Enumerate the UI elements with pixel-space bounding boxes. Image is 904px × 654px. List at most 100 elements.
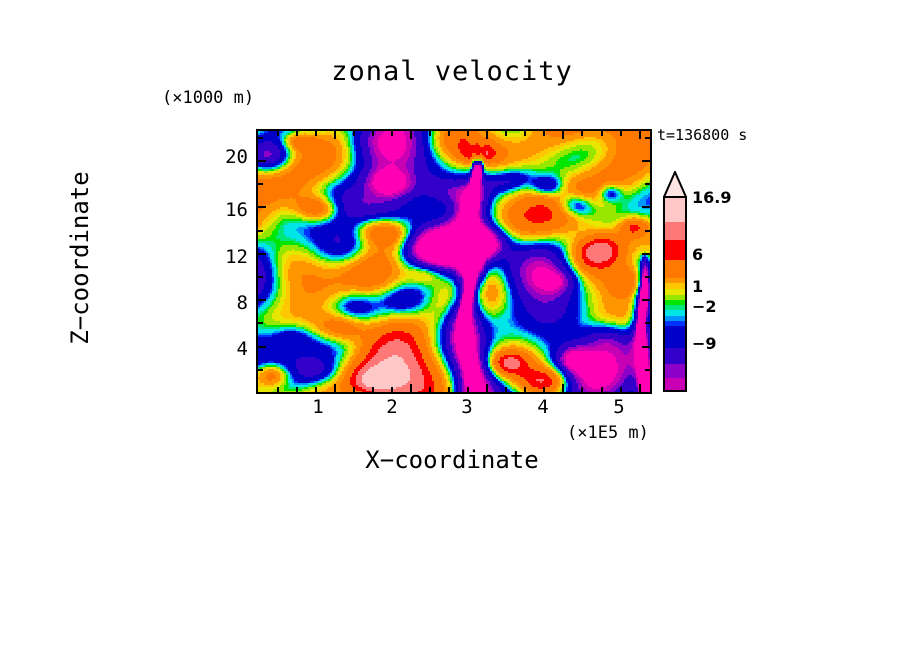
- zonal-velocity-field: [258, 131, 650, 392]
- tick-mark: [642, 299, 650, 302]
- tick-mark: [391, 387, 394, 392]
- tick-mark: [645, 276, 650, 278]
- colorbar-tick-label: −9: [692, 334, 717, 353]
- colorbar-arrow-icon: [663, 171, 687, 198]
- tick-mark: [581, 387, 584, 392]
- colorbar-band: [663, 283, 687, 289]
- tick-mark: [258, 229, 263, 232]
- tick-mark: [258, 322, 263, 325]
- colorbar-band: [663, 310, 687, 316]
- tick-mark: [353, 387, 356, 392]
- tick-mark: [642, 252, 650, 255]
- tick-mark: [315, 387, 318, 392]
- tick-mark: [642, 206, 650, 209]
- tick-mark: [524, 131, 527, 136]
- colorbar-tick-label: 6: [692, 245, 704, 264]
- colorbar-tick-label: 16.9: [692, 188, 732, 207]
- colorbar-band: [663, 378, 687, 392]
- colorbar-band: [663, 300, 687, 305]
- tick-mark: [645, 368, 650, 371]
- tick-mark: [645, 322, 650, 325]
- tick-mark: [486, 384, 489, 392]
- y-tick-label: 20: [225, 146, 248, 168]
- tick-mark: [524, 387, 527, 392]
- colorbar-band: [663, 260, 687, 278]
- tick-mark: [642, 345, 650, 348]
- colorbar-band: [663, 289, 687, 295]
- tick-mark: [505, 387, 508, 392]
- tick-mark: [258, 136, 263, 139]
- tick-mark: [581, 131, 584, 136]
- y-axis-units: (×1000 m): [162, 88, 255, 108]
- tick-mark: [410, 131, 413, 139]
- colorbar[interactable]: [663, 175, 687, 392]
- timestamp-label: t=136800 s: [657, 126, 748, 144]
- tick-mark: [429, 131, 432, 136]
- tick-mark: [334, 384, 337, 392]
- tick-mark: [372, 387, 375, 392]
- tick-mark: [448, 387, 451, 392]
- colorbar-tick-label: −2: [692, 297, 717, 316]
- colorbar-tick-label: 1: [692, 277, 704, 296]
- tick-mark: [645, 136, 650, 139]
- colorbar-band: [663, 196, 687, 222]
- contour-plot-area[interactable]: [256, 129, 652, 394]
- tick-mark: [429, 387, 432, 392]
- tick-mark: [448, 131, 451, 136]
- tick-mark: [638, 131, 641, 139]
- tick-mark: [334, 131, 337, 139]
- tick-mark: [258, 276, 263, 278]
- x-tick-label: 4: [537, 396, 549, 418]
- tick-mark: [258, 183, 263, 186]
- x-axis-title: X−coordinate: [365, 446, 539, 474]
- tick-mark: [391, 131, 394, 136]
- tick-mark: [619, 131, 622, 136]
- tick-mark: [258, 368, 263, 371]
- tick-mark: [277, 387, 280, 392]
- y-tick-label: 12: [225, 246, 248, 268]
- y-axis-title: Z−coordinate: [66, 171, 94, 345]
- tick-mark: [642, 160, 650, 162]
- tick-mark: [562, 131, 565, 139]
- tick-mark: [277, 131, 280, 136]
- colorbar-band: [663, 364, 687, 378]
- tick-mark: [486, 131, 489, 139]
- tick-mark: [258, 252, 266, 255]
- tick-mark: [296, 131, 299, 136]
- y-tick-label: 16: [225, 199, 248, 221]
- colorbar-band: [663, 321, 687, 326]
- y-tick-label: 8: [236, 292, 248, 314]
- tick-mark: [600, 387, 603, 392]
- colorbar-band: [663, 348, 687, 364]
- colorbar-band: [663, 240, 687, 260]
- x-tick-label: 5: [613, 396, 625, 418]
- tick-mark: [543, 131, 546, 136]
- tick-mark: [505, 131, 508, 136]
- x-tick-label: 3: [461, 396, 473, 418]
- tick-mark: [296, 387, 299, 392]
- colorbar-band: [663, 295, 687, 300]
- tick-mark: [258, 345, 266, 348]
- tick-mark: [619, 387, 622, 392]
- colorbar-band: [663, 316, 687, 321]
- tick-mark: [467, 131, 470, 136]
- tick-mark: [600, 131, 603, 136]
- tick-mark: [638, 384, 641, 392]
- x-axis-units: (×1E5 m): [567, 423, 649, 443]
- x-tick-label: 2: [386, 396, 398, 418]
- colorbar-band: [663, 305, 687, 310]
- x-tick-label: 1: [312, 396, 324, 418]
- tick-mark: [543, 387, 546, 392]
- tick-mark: [258, 206, 266, 209]
- y-tick-label: 4: [236, 338, 248, 360]
- tick-mark: [645, 229, 650, 232]
- tick-mark: [372, 131, 375, 136]
- tick-mark: [410, 384, 413, 392]
- tick-mark: [315, 131, 318, 136]
- tick-mark: [562, 384, 565, 392]
- colorbar-band: [663, 222, 687, 240]
- page-title: zonal velocity: [331, 56, 573, 87]
- tick-mark: [258, 299, 266, 302]
- colorbar-band: [663, 278, 687, 283]
